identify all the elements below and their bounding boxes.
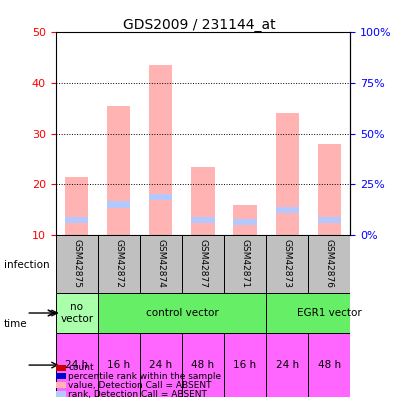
FancyBboxPatch shape — [308, 333, 350, 397]
Text: 16 h: 16 h — [107, 360, 131, 370]
Bar — [275, 207, 298, 213]
Text: infection: infection — [4, 260, 50, 270]
Text: time: time — [4, 319, 27, 329]
Text: count: count — [68, 363, 94, 372]
Text: 24 h: 24 h — [65, 360, 88, 370]
Bar — [107, 201, 131, 207]
Text: percentile rank within the sample: percentile rank within the sample — [68, 372, 222, 381]
Text: rank, Detection Call = ABSENT: rank, Detection Call = ABSENT — [68, 390, 207, 399]
Text: 16 h: 16 h — [234, 360, 257, 370]
FancyBboxPatch shape — [224, 235, 266, 293]
FancyBboxPatch shape — [182, 333, 224, 397]
Text: GDS2009 / 231144_at: GDS2009 / 231144_at — [123, 18, 275, 32]
FancyBboxPatch shape — [266, 333, 308, 397]
Text: 48 h: 48 h — [318, 360, 341, 370]
FancyBboxPatch shape — [140, 235, 182, 293]
Text: 48 h: 48 h — [191, 360, 215, 370]
Text: GSM42876: GSM42876 — [325, 239, 334, 288]
Text: GSM42875: GSM42875 — [72, 239, 81, 288]
FancyBboxPatch shape — [98, 235, 140, 293]
FancyBboxPatch shape — [56, 293, 98, 333]
Bar — [149, 65, 172, 235]
FancyBboxPatch shape — [224, 333, 266, 397]
Bar — [149, 194, 172, 200]
FancyBboxPatch shape — [98, 293, 266, 333]
Bar — [318, 217, 341, 223]
FancyBboxPatch shape — [266, 235, 308, 293]
Bar — [191, 217, 215, 223]
Bar — [275, 113, 298, 235]
Text: 24 h: 24 h — [275, 360, 298, 370]
Text: value, Detection Call = ABSENT: value, Detection Call = ABSENT — [68, 381, 212, 390]
Text: GSM42872: GSM42872 — [114, 239, 123, 288]
FancyBboxPatch shape — [56, 333, 98, 397]
Text: GSM42873: GSM42873 — [283, 239, 292, 288]
FancyBboxPatch shape — [308, 235, 350, 293]
Text: GSM42871: GSM42871 — [240, 239, 250, 288]
FancyBboxPatch shape — [56, 235, 98, 293]
Bar — [65, 177, 88, 235]
Text: GSM42877: GSM42877 — [199, 239, 207, 288]
Text: control vector: control vector — [146, 308, 219, 318]
Text: 24 h: 24 h — [149, 360, 172, 370]
Bar — [107, 106, 131, 235]
Text: GSM42874: GSM42874 — [156, 239, 166, 288]
FancyBboxPatch shape — [140, 333, 182, 397]
FancyBboxPatch shape — [98, 333, 140, 397]
Bar — [65, 217, 88, 223]
FancyBboxPatch shape — [182, 235, 224, 293]
Text: EGR1 vector: EGR1 vector — [297, 308, 361, 318]
Bar — [234, 219, 257, 225]
Bar — [191, 166, 215, 235]
FancyBboxPatch shape — [266, 293, 392, 333]
Text: no
vector: no vector — [60, 302, 93, 324]
Bar — [318, 144, 341, 235]
Bar — [234, 205, 257, 235]
